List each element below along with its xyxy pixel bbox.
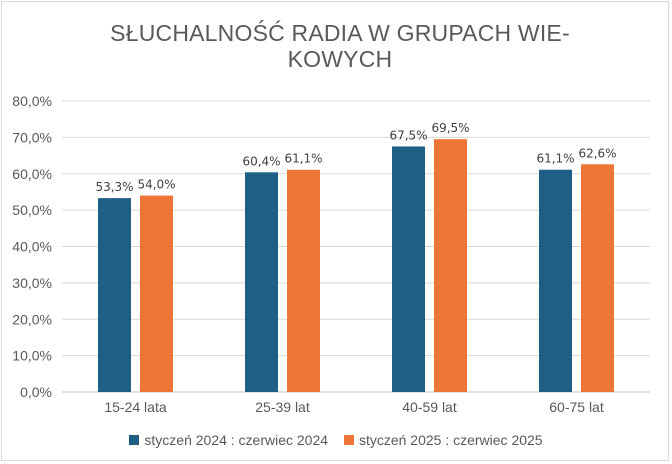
y-tick-label-7: 70,0% [12,129,52,145]
bar-series-1-1 [98,198,131,392]
chart-title: SŁUCHALNOŚĆ RADIA W GRUPACH WIE- KOWYCH [60,20,620,72]
legend-item-series-1: styczeń 2024 : czerwiec 2024 [129,432,328,448]
bar-series-1-4 [539,169,572,392]
y-tick-label-2: 20,0% [12,311,52,327]
legend-item-series-2: styczeń 2025 : czerwiec 2025 [343,432,543,448]
data-label-series-2-4: 62,6% [578,146,616,160]
legend-swatch-series-1 [129,435,140,445]
bar-series-1-2 [245,172,278,392]
legend-label-series-1: styczeń 2024 : czerwiec 2024 [144,432,329,448]
legend-label-series-2: styczeń 2025 : czerwiec 2025 [358,432,543,448]
y-tick-label-8: 80,0% [12,93,52,109]
x-category-label-3: 40-59 lat [402,399,457,415]
data-label-series-1-3: 67,5% [389,128,427,142]
y-tick-label-0: 0,0% [20,384,52,400]
legend: styczeń 2024 : czerwiec 2024 styczeń 202… [0,432,672,448]
y-tick-label-4: 40,0% [12,239,52,255]
y-tick-label-5: 50,0% [12,202,52,218]
y-tick-label-3: 30,0% [12,275,52,291]
y-tick-label-6: 60,0% [12,166,52,182]
bar-series-2-3 [434,139,467,392]
legend-swatch-series-2 [343,435,354,445]
data-label-series-2-2: 61,1% [284,152,322,166]
y-tick-label-1: 10,0% [12,348,52,364]
data-label-series-1-2: 60,4% [242,154,280,168]
x-category-label-4: 60-75 lat [549,399,604,415]
data-label-series-2-1: 54,0% [137,178,175,192]
data-label-series-1-4: 61,1% [536,152,574,166]
bar-series-1-3 [392,146,425,392]
x-category-label-2: 25-39 lat [255,399,310,415]
x-category-label-1: 15-24 lata [104,399,166,415]
bar-series-2-2 [287,169,320,392]
chart-title-line-1: SŁUCHALNOŚĆ RADIA W GRUPACH WIE- [110,20,570,46]
data-label-series-1-1: 53,3% [95,180,133,194]
bar-series-2-1 [140,195,173,392]
bar-series-2-4 [581,164,614,392]
data-label-series-2-3: 69,5% [431,121,469,135]
chart-title-line-2: KOWYCH [287,46,393,72]
